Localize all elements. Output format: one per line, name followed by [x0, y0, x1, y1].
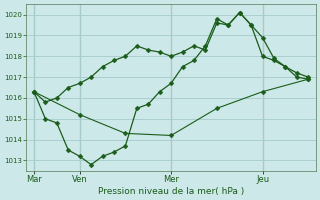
X-axis label: Pression niveau de la mer( hPa ): Pression niveau de la mer( hPa )	[98, 187, 244, 196]
